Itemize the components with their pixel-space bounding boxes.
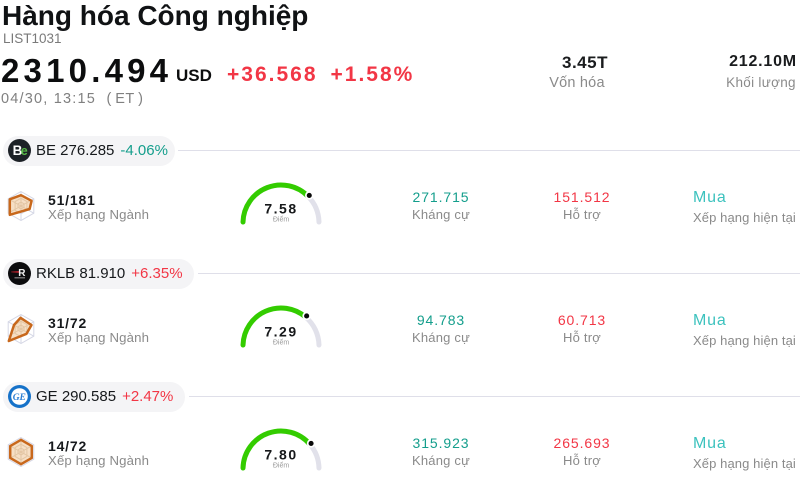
svg-text:Điểm: Điểm <box>273 462 290 470</box>
svg-text:7.58: 7.58 <box>264 201 297 217</box>
svg-text:GE: GE <box>12 393 25 403</box>
svg-text:R: R <box>18 268 26 279</box>
svg-text:Điểm: Điểm <box>273 339 290 347</box>
svg-text:7.29: 7.29 <box>264 324 297 340</box>
svg-text:e: e <box>20 144 27 158</box>
svg-text:7.80: 7.80 <box>264 447 297 463</box>
svg-text:Điểm: Điểm <box>273 216 290 224</box>
svg-text:B: B <box>12 143 22 158</box>
